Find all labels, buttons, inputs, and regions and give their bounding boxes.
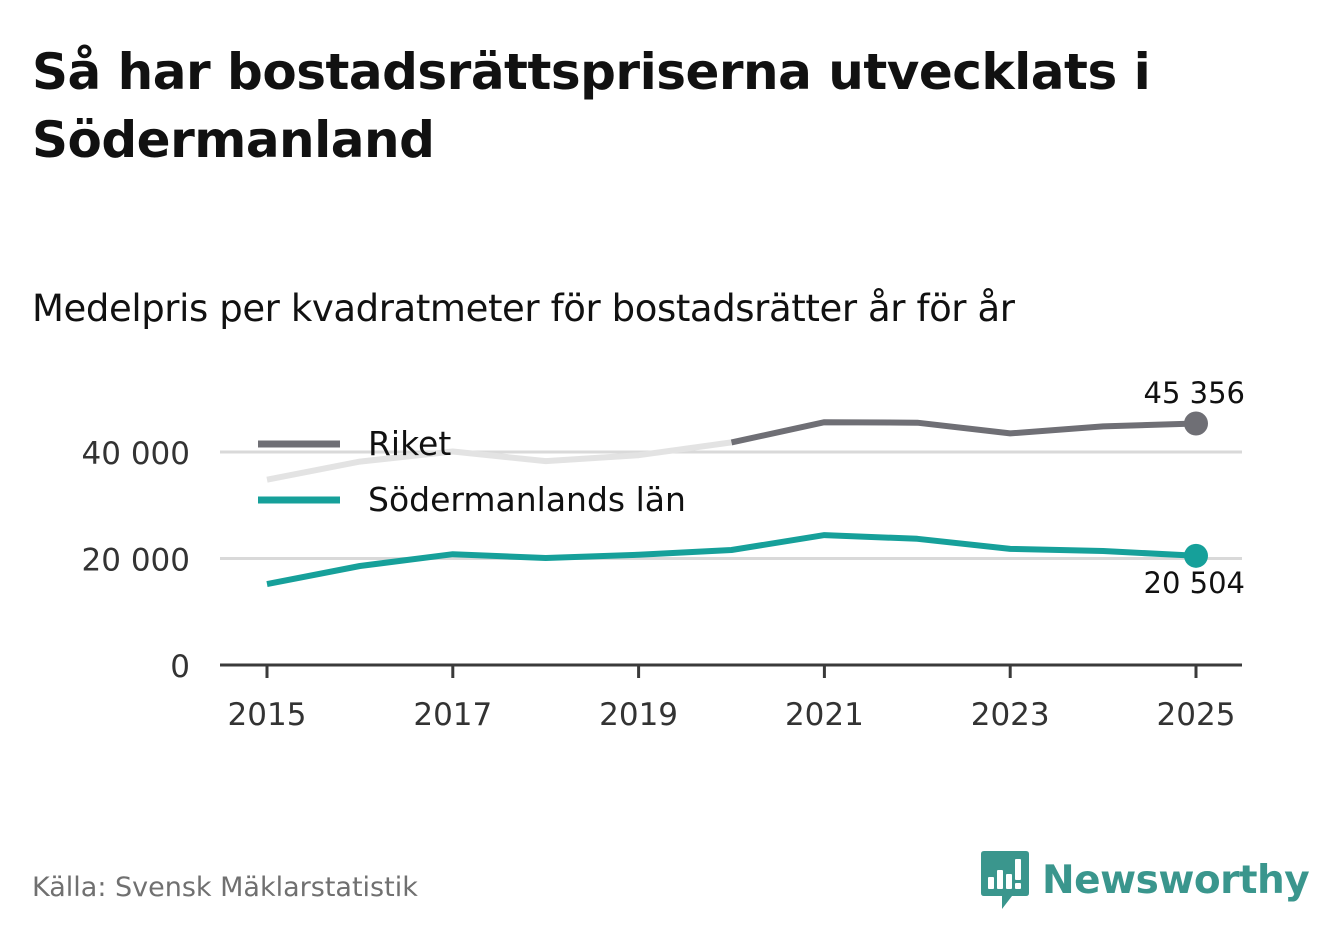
x-tick-label: 2023 <box>971 697 1050 733</box>
y-tick-label: 40 000 <box>82 436 190 472</box>
series-line-riket-faded <box>266 439 732 483</box>
chart-subtitle: Medelpris per kvadratmeter för bostadsrä… <box>32 287 1015 330</box>
y-tick-label: 0 <box>170 649 190 685</box>
end-marker-sodermanland <box>1184 543 1208 568</box>
newsworthy-logo-icon <box>981 851 1029 909</box>
legend: Riket Södermanlands län <box>258 424 686 519</box>
chart-title: Så har bostadsrättspriserna utvecklats i… <box>32 43 1151 169</box>
brand-name: Newsworthy <box>1042 857 1310 903</box>
x-tick-label: 2017 <box>413 697 492 733</box>
end-label-sodermanland: 20 504 <box>1144 566 1245 600</box>
x-tick-label: 2021 <box>785 697 864 733</box>
series-line-riket <box>730 419 1197 446</box>
legend-item-sodermanland-label: Södermanlands län <box>368 480 686 519</box>
series-line-sodermanland <box>266 532 1197 588</box>
end-marker-riket <box>1184 411 1208 436</box>
legend-item-riket-label: Riket <box>368 424 451 463</box>
brand: Newsworthy <box>980 848 1310 912</box>
x-tick-label: 2015 <box>228 697 307 733</box>
gridlines <box>220 450 1242 560</box>
x-tick-label: 2025 <box>1157 697 1236 733</box>
series-lines <box>266 411 1208 588</box>
x-tick-label: 2019 <box>599 697 678 733</box>
source-note: Källa: Svensk Mäklarstatistik <box>32 872 418 903</box>
y-tick-label: 20 000 <box>82 543 190 579</box>
end-label-riket: 45 356 <box>1144 376 1245 410</box>
y-axis-ticks: 0 20 000 40 000 <box>82 436 190 685</box>
end-labels: 45 356 20 504 <box>1144 376 1245 600</box>
x-axis: 2015 2017 2019 2021 2023 2025 <box>220 663 1242 733</box>
